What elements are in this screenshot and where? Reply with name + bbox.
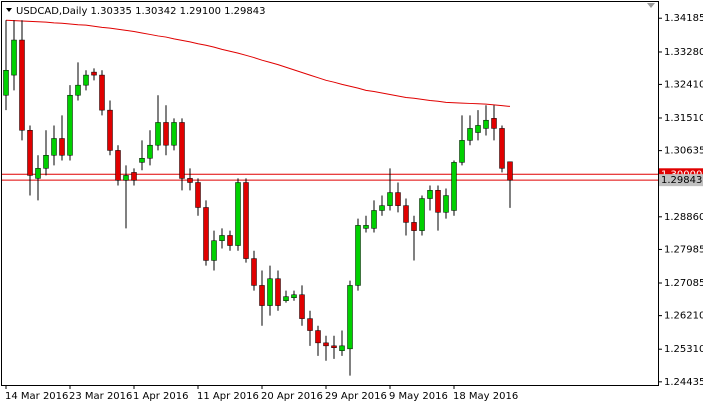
candle-body (171, 122, 177, 146)
x-tick-label: 11 Apr 2016 (197, 391, 259, 402)
candle-body (27, 130, 33, 176)
y-tick-label: 1.27985 (664, 244, 703, 255)
candle-body (387, 192, 393, 206)
candle-body (227, 235, 233, 246)
candle-body (51, 138, 57, 156)
candle-body (459, 140, 465, 163)
candle-body (427, 190, 433, 199)
candle-body (83, 74, 89, 86)
candle-body (323, 342, 329, 347)
candle-body (67, 94, 73, 156)
candle-body (107, 109, 113, 151)
candle-body (299, 294, 305, 319)
candle-body (243, 182, 249, 259)
candle-body (3, 69, 9, 96)
candle-body (331, 345, 337, 348)
candle-body (411, 222, 417, 231)
candle-body (483, 119, 489, 129)
candle-body (43, 155, 49, 169)
candle-body (443, 195, 449, 213)
price-box (659, 174, 703, 187)
candle-body (19, 39, 25, 131)
chart-title: USDCAD,Daily 1.30335 1.30342 1.29100 1.2… (16, 6, 266, 17)
price-label: 1.29843 (661, 175, 702, 186)
candle-body (147, 144, 153, 159)
menu-arrow[interactable] (6, 8, 12, 12)
candle-body (11, 39, 17, 76)
x-tick-label: 9 May 2016 (389, 391, 448, 402)
x-tick-label: 20 Apr 2016 (261, 391, 323, 402)
candle-body (179, 122, 185, 179)
candle-body (195, 182, 201, 208)
y-tick-label: 1.31510 (664, 113, 703, 124)
y-tick-label: 1.30635 (664, 146, 703, 157)
candle-body (267, 278, 273, 306)
y-tick-label: 1.24435 (664, 377, 703, 388)
candle-body (475, 125, 481, 133)
y-tick-label: 1.26210 (664, 311, 703, 322)
candle-body (291, 294, 297, 298)
moving-average (5, 19, 511, 107)
candle-body (403, 205, 409, 223)
candle-body (435, 190, 441, 213)
corner-arrow[interactable] (647, 3, 655, 8)
candle-body (307, 318, 313, 331)
candle-body (155, 122, 161, 146)
candle-body (91, 71, 97, 76)
candle-body (59, 138, 65, 156)
x-tick-label: 1 Apr 2016 (133, 391, 188, 402)
x-tick-label: 29 Apr 2016 (325, 391, 387, 402)
candle-body (35, 168, 41, 179)
candle-body (211, 240, 217, 261)
y-tick-label: 1.34185 (664, 13, 703, 24)
candle-body (203, 207, 209, 261)
candle-body (355, 225, 361, 286)
y-tick-label: 1.33280 (664, 47, 703, 58)
candle-body (347, 285, 353, 350)
candle-body (371, 210, 377, 229)
y-tick-label: 1.32410 (664, 79, 703, 90)
candle-body (379, 205, 385, 211)
plot-frame (1, 1, 659, 386)
candle-body (283, 296, 289, 301)
y-tick-label: 1.28860 (664, 212, 703, 223)
x-tick-label: 14 Mar 2016 (5, 391, 68, 402)
candle-body (339, 345, 345, 351)
candle-body (131, 172, 137, 181)
candle-body (163, 122, 169, 146)
candle-body (419, 198, 425, 231)
candle-body (315, 330, 321, 344)
candle-body (259, 285, 265, 306)
candle-body (275, 278, 281, 306)
candle-body (75, 84, 81, 96)
candle-body (187, 178, 193, 183)
candle-body (235, 182, 241, 246)
x-tick-label: 18 May 2016 (453, 391, 518, 402)
candle-body (507, 161, 513, 181)
candle-body (491, 118, 497, 129)
candle-body (115, 150, 121, 181)
candle-body (123, 175, 129, 181)
candle-body (219, 235, 225, 241)
candle-body (451, 162, 457, 211)
x-tick-label: 23 Mar 2016 (69, 391, 132, 402)
y-tick-label: 1.27085 (664, 278, 703, 289)
candle-body (139, 158, 145, 163)
candle-body (99, 74, 105, 111)
candle-body (395, 192, 401, 206)
candle-body (499, 128, 505, 169)
candle-body (251, 258, 257, 286)
candle-body (467, 128, 473, 141)
candle-body (363, 225, 369, 229)
y-tick-label: 1.25310 (664, 344, 703, 355)
